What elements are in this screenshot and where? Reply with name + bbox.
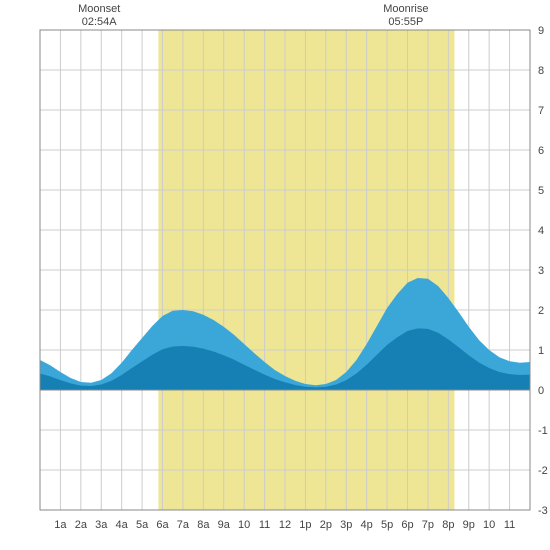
- y-tick-label: 8: [538, 65, 544, 77]
- header-time: 05:55P: [388, 16, 423, 28]
- x-tick-label: 9p: [463, 519, 475, 531]
- x-tick-label: 8a: [197, 519, 210, 531]
- y-tick-label: -1: [538, 425, 548, 437]
- y-tick-label: 6: [538, 145, 544, 157]
- y-tick-label: -2: [538, 465, 548, 477]
- chart-svg: -3-2-101234567891a2a3a4a5a6a7a8a9a101112…: [0, 0, 550, 550]
- x-tick-label: 3a: [95, 519, 108, 531]
- x-tick-label: 7p: [422, 519, 434, 531]
- y-tick-label: -3: [538, 505, 548, 517]
- x-tick-label: 7a: [177, 519, 190, 531]
- x-tick-label: 12: [279, 519, 291, 531]
- x-tick-label: 4a: [116, 519, 129, 531]
- x-tick-label: 8p: [442, 519, 454, 531]
- y-tick-label: 3: [538, 265, 544, 277]
- x-tick-label: 11: [259, 519, 270, 531]
- x-tick-label: 5a: [136, 519, 149, 531]
- x-tick-label: 2a: [75, 519, 88, 531]
- x-tick-label: 1p: [299, 519, 311, 531]
- y-tick-label: 1: [538, 345, 544, 357]
- y-tick-label: 9: [538, 25, 544, 37]
- y-tick-label: 0: [538, 385, 544, 397]
- x-tick-label: 10: [483, 519, 495, 531]
- x-tick-label: 1a: [54, 519, 67, 531]
- x-tick-label: 2p: [320, 519, 332, 531]
- header-label: Moonset: [78, 3, 120, 15]
- x-tick-label: 10: [238, 519, 250, 531]
- x-tick-label: 9a: [218, 519, 231, 531]
- x-tick-label: 4p: [361, 519, 373, 531]
- x-tick-label: 6p: [401, 519, 413, 531]
- y-tick-label: 7: [538, 105, 544, 117]
- x-tick-label: 3p: [340, 519, 352, 531]
- x-tick-label: 6a: [156, 519, 169, 531]
- header-label: Moonrise: [383, 3, 428, 15]
- header-time: 02:54A: [82, 16, 118, 28]
- tide-chart: -3-2-101234567891a2a3a4a5a6a7a8a9a101112…: [0, 0, 550, 550]
- y-tick-label: 5: [538, 185, 544, 197]
- y-tick-label: 4: [538, 225, 544, 237]
- x-tick-label: 5p: [381, 519, 393, 531]
- y-tick-label: 2: [538, 305, 544, 317]
- x-tick-label: 11: [504, 519, 515, 531]
